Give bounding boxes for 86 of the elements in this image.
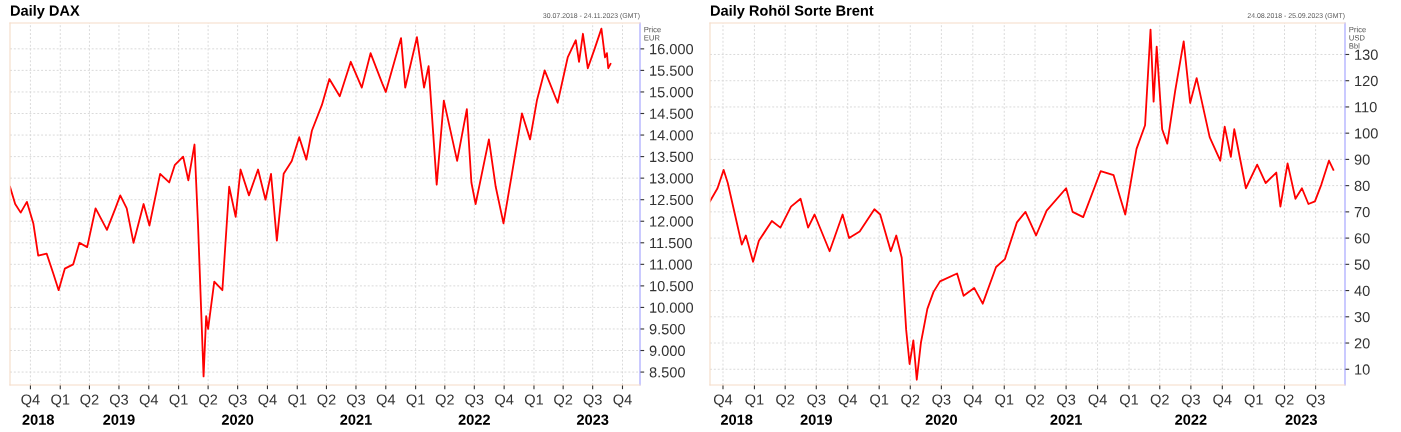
x-tick-label: Q4 xyxy=(963,394,983,408)
y-tick-label: 9.500 xyxy=(649,324,685,335)
y-tick-label: 14.500 xyxy=(650,108,694,119)
x-tick-label: Q4 xyxy=(258,394,277,408)
x-tick-label: Q1 xyxy=(524,394,543,408)
x-tick-label: Q2 xyxy=(80,394,99,408)
x-tick-label: Q3 xyxy=(1057,394,1076,408)
x-tick-label: Q1 xyxy=(169,394,188,408)
x-tick-label: Q3 xyxy=(583,394,602,408)
x2-tick-label: 2023 xyxy=(576,414,609,425)
x-tick-label: Q4 xyxy=(838,394,858,408)
y-tick-label: 8.500 xyxy=(649,367,685,378)
x-tick-label: Q3 xyxy=(109,394,129,408)
chart-title: Daily Rohöl Sorte Brent xyxy=(710,5,874,19)
x-tick-label: Q3 xyxy=(228,394,247,408)
x-tick-label: Q4 xyxy=(1088,394,1107,408)
x-tick-label: Q1 xyxy=(745,394,764,408)
y-tick-label: 100 xyxy=(1355,128,1378,139)
x-tick-label: Q4 xyxy=(139,394,159,408)
x-tick-label: Q1 xyxy=(1119,394,1139,408)
y-tick-label: 10.000 xyxy=(650,302,694,313)
x-tick-label: Q1 xyxy=(1244,394,1263,408)
y-tick-label: 10 xyxy=(1355,364,1370,375)
y-tick-label: 70 xyxy=(1354,206,1370,218)
x-tick-label: Q2 xyxy=(199,394,218,408)
chart-title: Daily DAX xyxy=(10,5,80,19)
x2-tick-label: 2018 xyxy=(720,414,753,425)
x-tick-label: Q4 xyxy=(495,394,514,408)
x-tick-label: Q1 xyxy=(51,394,70,408)
x2-tick-label: 2019 xyxy=(800,414,832,425)
y-tick-label: 40 xyxy=(1354,285,1370,296)
y-tick-label: 12.000 xyxy=(650,216,694,227)
y-tick-label: 14.000 xyxy=(650,130,694,141)
y-tick-label: 90 xyxy=(1354,154,1370,165)
y-tick-label: 20 xyxy=(1354,338,1370,349)
y-tick-label: 130 xyxy=(1355,49,1378,60)
x-tick-label: Q1 xyxy=(406,394,425,408)
x-tick-label: Q4 xyxy=(613,394,632,408)
x-tick-label: Q3 xyxy=(932,394,951,408)
x-tick-label: Q4 xyxy=(21,394,40,408)
x-tick-label: Q3 xyxy=(346,394,366,408)
x-tick-label: Q3 xyxy=(465,394,484,408)
x-tick-label: Q2 xyxy=(435,394,454,408)
y-tick-label: 13.000 xyxy=(650,173,694,184)
x2-tick-label: 2023 xyxy=(1285,414,1317,425)
y-tick-label: 15.000 xyxy=(650,87,694,98)
x-tick-label: Q3 xyxy=(807,394,826,408)
x-tick-label: Q4 xyxy=(1213,394,1232,408)
x2-tick-label: 2022 xyxy=(1175,414,1207,425)
y-tick-label: 120 xyxy=(1355,75,1378,87)
x2-tick-label: 2018 xyxy=(22,414,54,425)
x-tick-label: Q2 xyxy=(1025,394,1045,408)
y-tick-label: 12.500 xyxy=(650,194,694,206)
x-tick-label: Q4 xyxy=(713,394,733,408)
x2-tick-label: 2020 xyxy=(221,414,254,425)
y-tick-label: 10.500 xyxy=(650,280,694,292)
y-tick-label: 9.000 xyxy=(649,345,685,356)
x-tick-label: Q2 xyxy=(901,394,920,408)
y-tick-label: 110 xyxy=(1355,102,1377,113)
x-tick-label: Q4 xyxy=(376,394,396,408)
x2-tick-label: 2021 xyxy=(340,414,372,425)
x-tick-label: Q1 xyxy=(288,394,307,408)
x2-tick-label: 2019 xyxy=(103,414,135,425)
y-tick-label: 30 xyxy=(1354,311,1370,323)
y-tick-label: 15.500 xyxy=(650,65,694,76)
x-tick-label: Q3 xyxy=(1306,394,1325,408)
y-tick-label: 60 xyxy=(1354,233,1370,244)
y-tick-label: 11.000 xyxy=(650,259,692,270)
x2-tick-label: 2021 xyxy=(1050,414,1082,425)
x-tick-label: Q1 xyxy=(995,394,1014,408)
y-tick-label: 13.500 xyxy=(650,151,694,163)
line-series xyxy=(10,27,612,378)
line-series xyxy=(710,28,1335,381)
x-tick-label: Q2 xyxy=(1150,394,1169,408)
x-tick-label: Q2 xyxy=(317,394,336,408)
x-tick-label: Q2 xyxy=(554,394,573,408)
y-tick-label: 80 xyxy=(1354,180,1370,192)
y-tick-label: 16.000 xyxy=(650,43,694,55)
x2-tick-label: 2020 xyxy=(925,414,957,425)
y-tick-label: 50 xyxy=(1354,259,1370,270)
x-tick-label: Q2 xyxy=(1275,394,1294,408)
x-tick-label: Q3 xyxy=(1181,394,1200,408)
x2-tick-label: 2022 xyxy=(458,414,490,425)
y-tick-label: 11.500 xyxy=(650,237,692,249)
x-tick-label: Q2 xyxy=(776,394,795,408)
x-tick-label: Q1 xyxy=(870,394,889,408)
